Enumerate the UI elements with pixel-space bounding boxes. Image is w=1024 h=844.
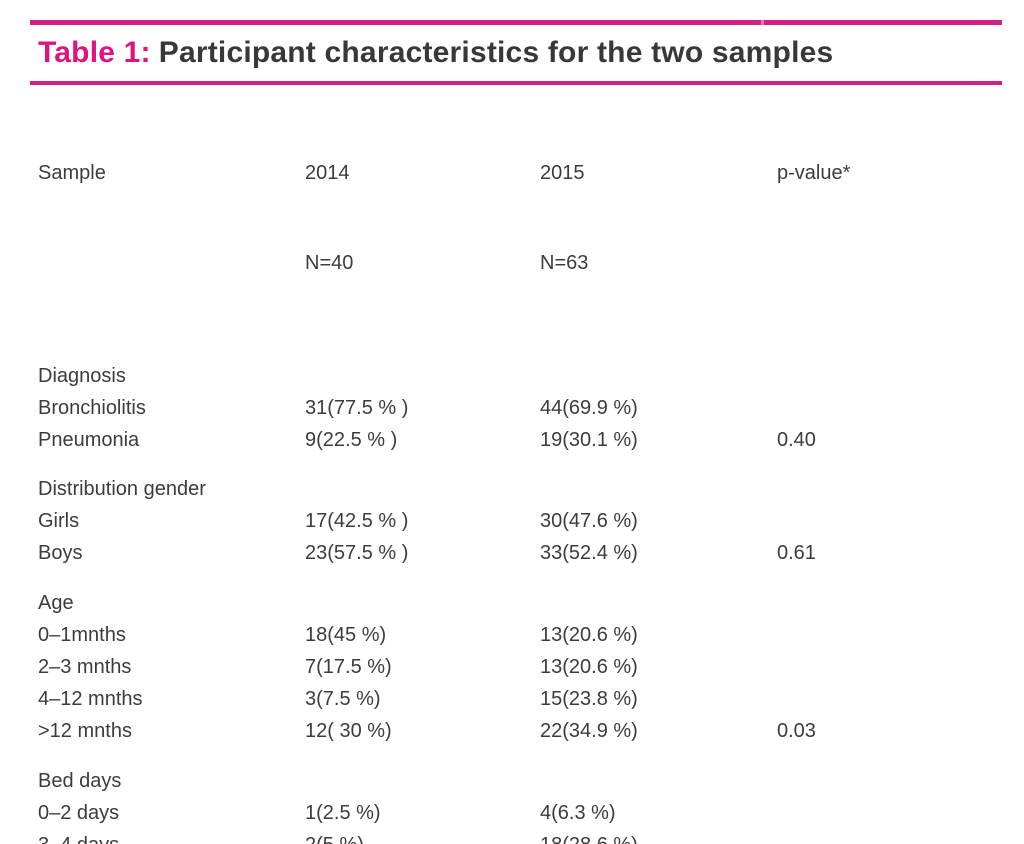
header-2014-label: 2014 bbox=[305, 162, 350, 184]
value-2014: 12( 30 %) bbox=[305, 720, 392, 742]
title-underline-rule bbox=[30, 81, 1002, 85]
section-title: Distribution gender bbox=[38, 478, 206, 500]
section-distribution-gender: Distribution gender Girls 17(42.5 % ) 30… bbox=[0, 473, 1024, 569]
p-value bbox=[777, 829, 1024, 844]
row-label: 0–1mnths bbox=[38, 624, 126, 646]
column-header-2014: 2014 N=40 bbox=[305, 98, 540, 338]
p-value bbox=[777, 619, 1024, 651]
row-label: Bronchiolitis bbox=[38, 397, 146, 419]
table-row: Bronchiolitis 31(77.5 % ) 44(69.9 %) bbox=[0, 392, 1024, 424]
header-2014-n: N=40 bbox=[305, 252, 354, 274]
section-title-row: Age bbox=[0, 587, 1024, 619]
header-2015-label: 2015 bbox=[540, 162, 585, 184]
value-2015: 19(30.1 %) bbox=[540, 429, 638, 451]
section-title-row: Bed days bbox=[0, 765, 1024, 797]
rule-seam bbox=[761, 20, 764, 25]
value-2014: 2(5 %) bbox=[305, 829, 540, 844]
table-row: 4–12 mnths 3(7.5 %) 15(23.8 %) bbox=[0, 683, 1024, 715]
value-2015: 15(23.8 %) bbox=[540, 688, 638, 710]
section-diagnosis: Diagnosis Bronchiolitis 31(77.5 % ) 44(6… bbox=[0, 360, 1024, 456]
column-header-pvalue: p-value* bbox=[777, 98, 1024, 338]
row-label: Girls bbox=[38, 510, 80, 532]
row-label: 0–2 days bbox=[38, 802, 120, 824]
value-2015: 4(6.3 %) bbox=[540, 802, 616, 824]
value-2015: 44(69.9 %) bbox=[540, 397, 638, 419]
row-label: Boys bbox=[38, 542, 83, 564]
header-sample-label: Sample bbox=[38, 162, 106, 184]
p-value bbox=[777, 797, 1024, 829]
table-row: Pneumonia 9(22.5 % ) 19(30.1 %) 0.40 bbox=[0, 424, 1024, 456]
value-2014: 31(77.5 % ) bbox=[305, 397, 409, 419]
table-number-label: Table 1: bbox=[38, 36, 151, 69]
value-2015: 30(47.6 %) bbox=[540, 510, 638, 532]
top-rule bbox=[30, 20, 1002, 25]
value-2014: 7(17.5 %) bbox=[305, 656, 392, 678]
p-value bbox=[777, 683, 1024, 715]
section-bed-days: Bed days 0–2 days 1(2.5 %) 4(6.3 %) 3–4 … bbox=[0, 765, 1024, 844]
p-value: 0.61 bbox=[777, 542, 816, 564]
table-row: >12 mnths 12( 30 %) 22(34.9 %) 0.03 bbox=[0, 715, 1024, 747]
section-title: Bed days bbox=[38, 770, 122, 792]
table-row: 0–1mnths 18(45 %) 13(20.6 %) bbox=[0, 619, 1024, 651]
value-2014: 23(57.5 % ) bbox=[305, 542, 409, 564]
row-label: >12 mnths bbox=[38, 720, 132, 742]
table-row: 3–4 days 2(5 %) 18(28.6 %) bbox=[0, 829, 1024, 844]
value-2014: 9(22.5 % ) bbox=[305, 429, 398, 451]
row-label: Pneumonia bbox=[38, 429, 140, 451]
value-2015: 13(20.6 %) bbox=[540, 656, 638, 678]
value-2015: 18(28.6 %) bbox=[540, 829, 777, 844]
row-label: 4–12 mnths bbox=[38, 688, 143, 710]
p-value bbox=[777, 505, 1024, 537]
p-value: 0.03 bbox=[777, 720, 816, 742]
p-value bbox=[777, 651, 1024, 683]
table-header-row: Sample 2014 N=40 2015 N=63 p-value* bbox=[0, 98, 1024, 338]
header-pvalue-label: p-value* bbox=[777, 162, 851, 184]
section-title: Age bbox=[38, 592, 74, 614]
value-2015: 33(52.4 %) bbox=[540, 542, 638, 564]
table-title-text: Participant characteristics for the two … bbox=[158, 36, 834, 69]
participants-table: Sample 2014 N=40 2015 N=63 p-value* Diag… bbox=[0, 98, 1024, 844]
p-value: 0.40 bbox=[777, 429, 816, 451]
table-row: 0–2 days 1(2.5 %) 4(6.3 %) bbox=[0, 797, 1024, 829]
value-2015: 22(34.9 %) bbox=[540, 720, 638, 742]
table-row: Boys 23(57.5 % ) 33(52.4 %) 0.61 bbox=[0, 537, 1024, 569]
header-2015-n: N=63 bbox=[540, 252, 589, 274]
value-2014: 1(2.5 %) bbox=[305, 802, 381, 824]
section-age: Age 0–1mnths 18(45 %) 13(20.6 %) 2–3 mnt… bbox=[0, 587, 1024, 747]
section-title: Diagnosis bbox=[38, 365, 126, 387]
table-title: Table 1: Participant characteristics for … bbox=[38, 30, 1004, 76]
table-row: 2–3 mnths 7(17.5 %) 13(20.6 %) bbox=[0, 651, 1024, 683]
table-row: Girls 17(42.5 % ) 30(47.6 %) bbox=[0, 505, 1024, 537]
row-label: 2–3 mnths bbox=[38, 656, 132, 678]
value-2014: 18(45 %) bbox=[305, 624, 387, 646]
section-title-row: Distribution gender bbox=[0, 473, 1024, 505]
value-2014: 17(42.5 % ) bbox=[305, 510, 409, 532]
column-header-sample: Sample bbox=[38, 98, 305, 338]
value-2015: 13(20.6 %) bbox=[540, 624, 638, 646]
value-2014: 3(7.5 %) bbox=[305, 688, 381, 710]
column-header-2015: 2015 N=63 bbox=[540, 98, 777, 338]
p-value bbox=[777, 392, 1024, 424]
row-label: 3–4 days bbox=[38, 829, 305, 844]
section-title-row: Diagnosis bbox=[0, 360, 1024, 392]
